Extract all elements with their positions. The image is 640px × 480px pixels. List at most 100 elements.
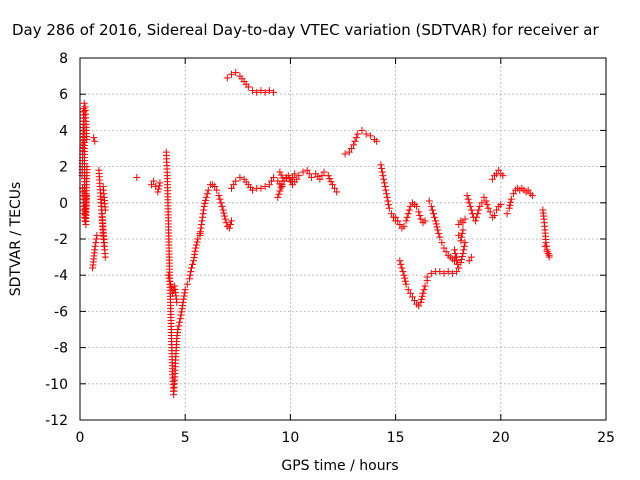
data-point (328, 181, 336, 189)
data-point (406, 289, 414, 297)
data-point (495, 166, 503, 174)
data-point (384, 197, 392, 205)
data-point (438, 239, 446, 247)
data-point (277, 171, 285, 179)
data-point (203, 190, 211, 198)
data-point (404, 210, 412, 218)
data-point (394, 217, 402, 225)
data-point (244, 83, 252, 91)
y-tick-label: -2 (54, 232, 68, 248)
data-point (193, 238, 201, 246)
data-point (197, 224, 205, 232)
data-point (150, 177, 158, 185)
data-point (274, 193, 282, 201)
data-point (155, 185, 163, 193)
data-point (455, 264, 463, 272)
data-point (181, 286, 189, 294)
data-point (295, 172, 303, 180)
data-point (200, 202, 208, 210)
data-point (486, 208, 494, 216)
data-point (442, 248, 450, 256)
data-point (429, 210, 437, 218)
data-point (270, 88, 278, 96)
data-point (354, 130, 362, 138)
data-point (400, 271, 408, 279)
data-point (179, 302, 187, 310)
data-point (503, 210, 511, 218)
data-point (463, 192, 471, 200)
data-point (524, 186, 532, 194)
data-point (257, 87, 265, 95)
data-point (276, 168, 284, 176)
data-point (461, 215, 469, 223)
data-point (380, 179, 388, 187)
data-point (488, 175, 496, 183)
data-point (215, 192, 223, 200)
data-point (497, 201, 505, 209)
x-tick-label: 25 (597, 430, 615, 446)
data-point (316, 175, 324, 183)
data-point (417, 215, 425, 223)
data-point (230, 181, 238, 189)
data-point (401, 277, 409, 285)
data-point (403, 213, 411, 221)
data-point (454, 260, 462, 268)
data-point (459, 249, 467, 257)
data-point (382, 190, 390, 198)
plot-frame (79, 57, 607, 421)
data-point (434, 226, 442, 234)
data-point (366, 132, 374, 140)
data-point (303, 166, 311, 174)
data-point (291, 170, 299, 178)
data-point (383, 193, 391, 201)
data-point (435, 230, 443, 238)
data-point (545, 251, 553, 259)
data-point (194, 235, 202, 243)
data-point (452, 253, 460, 261)
data-point (265, 87, 273, 95)
data-point (379, 172, 387, 180)
data-point (267, 177, 275, 185)
data-point (444, 268, 452, 276)
data-point (467, 206, 475, 214)
data-point (180, 295, 188, 303)
data-point (458, 252, 466, 260)
data-point (92, 239, 100, 247)
x-tick-label: 20 (492, 430, 510, 446)
data-point (396, 221, 404, 229)
data-point (226, 221, 234, 229)
data-point (202, 193, 210, 201)
x-tick-label: 10 (281, 430, 299, 446)
data-point (198, 221, 206, 229)
data-point (307, 173, 315, 181)
data-point (220, 209, 228, 217)
data-point (249, 87, 257, 95)
y-tick-label: -10 (45, 377, 68, 393)
data-point (261, 183, 269, 191)
data-point (93, 231, 101, 239)
data-point (415, 302, 423, 310)
data-point (164, 271, 172, 279)
data-point (183, 280, 191, 288)
data-point (213, 186, 221, 194)
data-point (351, 137, 359, 145)
data-point (174, 326, 182, 333)
data-point (544, 249, 552, 257)
data-point (155, 182, 163, 190)
data-point (232, 68, 240, 76)
data-point (362, 130, 370, 138)
data-point (270, 173, 278, 181)
data-point (179, 298, 187, 306)
data-point (466, 202, 474, 210)
axis-ticks: 0 5 10 15 20 25 -12 -10 -8 -6 -4 -2 0 2 4 6 8 (45, 51, 615, 446)
data-point (421, 217, 429, 225)
data-point (423, 273, 431, 281)
data-point (196, 231, 204, 239)
data-point (474, 210, 482, 218)
data-point (401, 274, 409, 282)
data-point (187, 268, 195, 276)
data-point (293, 175, 301, 183)
x-tick-label: 15 (387, 430, 405, 446)
data-point (305, 170, 313, 178)
y-tick-label: 2 (59, 160, 68, 176)
